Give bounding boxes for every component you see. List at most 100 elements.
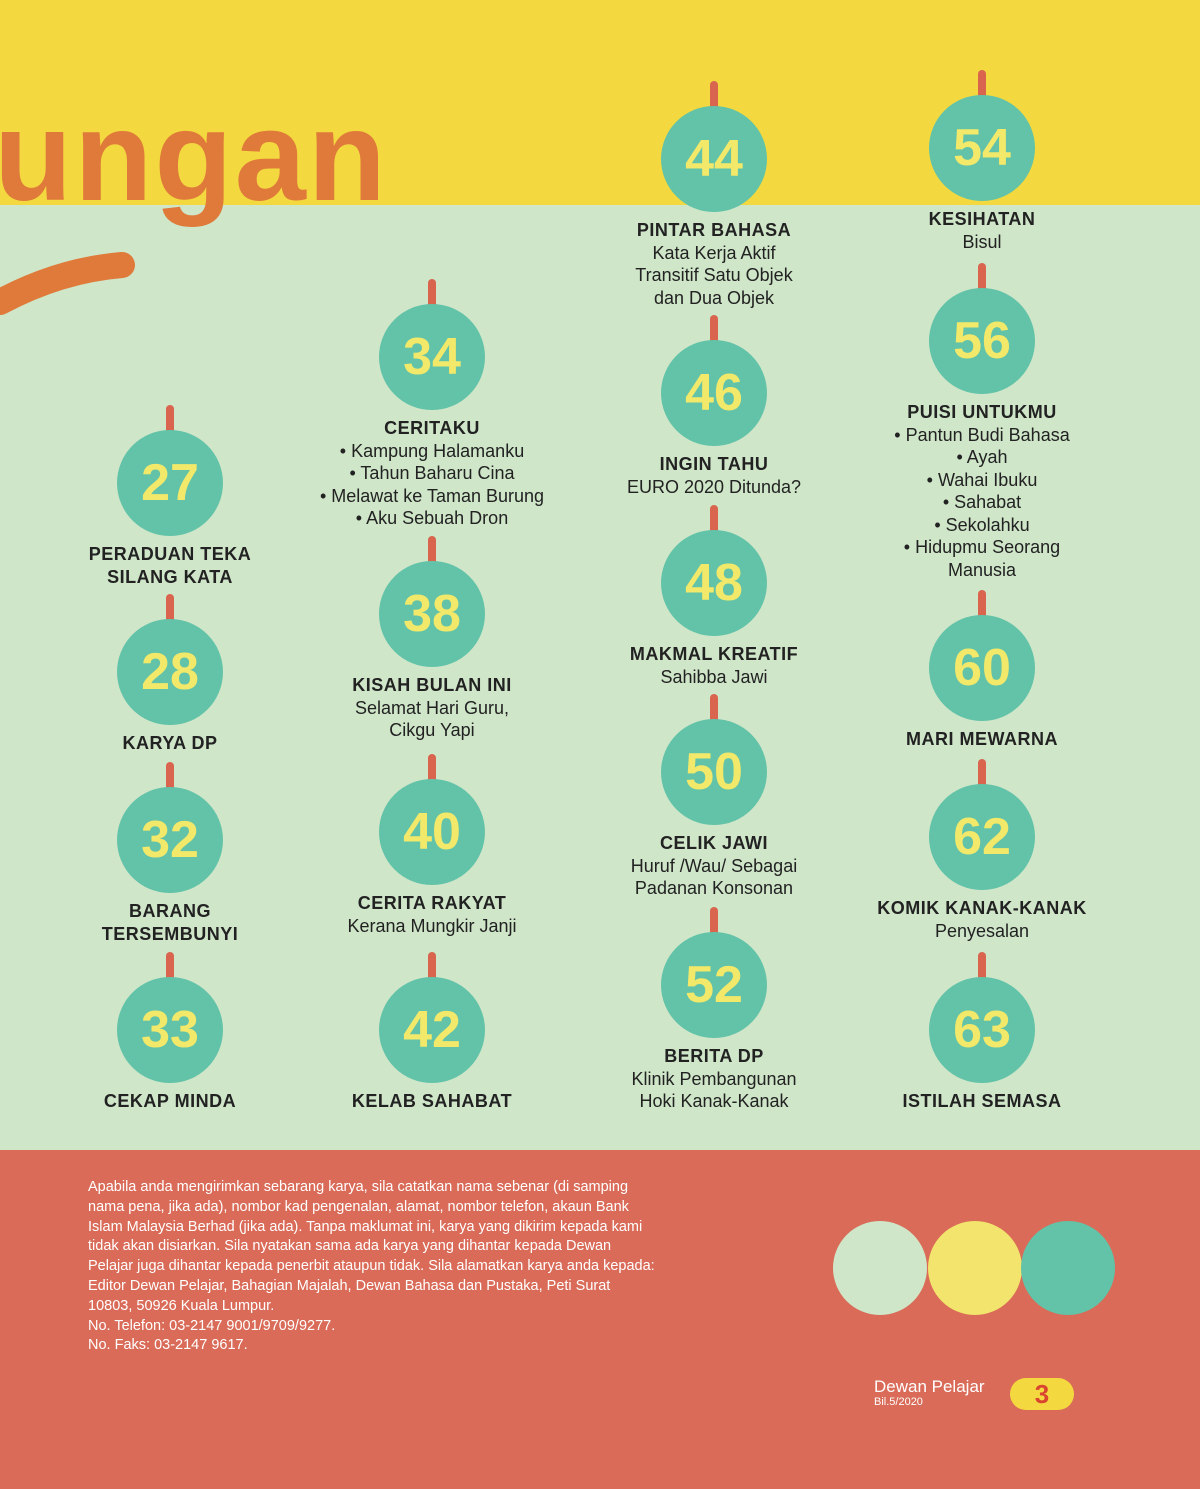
hanger <box>428 536 436 576</box>
entry-title: TERSEMBUNYI <box>101 923 239 944</box>
entry-line: Kerana Mungkir Janji <box>347 915 517 936</box>
hanger <box>978 263 986 303</box>
hanger <box>710 505 718 545</box>
hanger <box>166 405 174 445</box>
entry-line: • Kampung Halamanku <box>339 440 525 461</box>
entry-title: CERITA RAKYAT <box>357 893 507 913</box>
entry-line: Huruf /Wau/ Sebagai <box>630 855 798 876</box>
page-number: 3 <box>1010 1378 1074 1410</box>
entry-title: ISTILAH SEMASA <box>902 1091 1062 1111</box>
notice-line: No. Faks: 03-2147 9617. <box>88 1337 248 1354</box>
entry-line: Transitif Satu Objek <box>635 265 793 285</box>
entry-line: dan Dua Objek <box>653 287 775 308</box>
page-badge: 38 <box>379 561 485 667</box>
page-badge: 62 <box>929 784 1035 890</box>
page-badge: 42 <box>379 977 485 1083</box>
page-badge: 40 <box>379 779 485 885</box>
entry-title: CELIK JAWI <box>659 833 768 853</box>
entry-line: Padanan Konsonan <box>634 878 794 898</box>
hanger <box>978 952 986 992</box>
notice-line: Apabila anda mengirimkan sebarang karya,… <box>88 1179 629 1195</box>
page-badge: 33 <box>117 977 223 1083</box>
page-badge: 56 <box>929 288 1035 394</box>
hanger <box>428 279 436 319</box>
page-badge: 63 <box>929 977 1035 1083</box>
notice-line: Pelajar juga dihantar kepada penerbit at… <box>88 1258 655 1275</box>
entry-line: • Hidupmu Seorang <box>903 537 1061 557</box>
magazine-name: Dewan Pelajar <box>874 1377 985 1396</box>
entry-line: • Sekolahku <box>934 514 1030 535</box>
entry-line: • Pantun Budi Bahasa <box>894 424 1070 445</box>
footer-band <box>0 1150 1200 1489</box>
deco-circle <box>1021 1221 1115 1315</box>
page-badge: 32 <box>117 787 223 893</box>
entry-line: • Ayah <box>956 447 1008 467</box>
header-title: ungan <box>0 85 388 228</box>
entry-line: Selamat Hari Guru, <box>354 697 510 718</box>
notice-line: nama pena, jika ada), nombor kad pengena… <box>88 1198 629 1215</box>
entry-title: KESIHATAN <box>928 209 1036 229</box>
smile <box>0 252 135 315</box>
hanger <box>428 754 436 794</box>
page-badge: 52 <box>661 932 767 1038</box>
entry-title: INGIN TAHU <box>659 454 769 474</box>
entry-title: CERITAKU <box>384 418 480 438</box>
hanger <box>166 952 174 992</box>
entry-line: Sahibba Jawi <box>660 666 768 687</box>
entry-title: BERITA DP <box>664 1046 764 1066</box>
entry-line: Cikgu Yapi <box>389 720 475 740</box>
page-badge: 44 <box>661 106 767 212</box>
entry-line: • Wahai Ibuku <box>926 469 1038 490</box>
entry-title: PINTAR BAHASA <box>636 220 792 240</box>
hanger <box>428 952 436 992</box>
entry-title: SILANG KATA <box>107 566 233 587</box>
entry-line: Hoki Kanak-Kanak <box>639 1091 789 1111</box>
entry-line: • Aku Sebuah Dron <box>355 508 509 528</box>
entry-line: • Tahun Baharu Cina <box>349 463 515 483</box>
entry-title: KARYA DP <box>122 733 218 753</box>
hanger <box>710 315 718 355</box>
deco-circle <box>928 1221 1022 1315</box>
notice-line: tidak akan disiarkan. Sila nyatakan sama… <box>88 1238 612 1255</box>
hanger <box>978 759 986 799</box>
notice-line: Islam Malaysia Berhad (jika ada). Tanpa … <box>88 1218 643 1235</box>
entry-line: Kata Kerja Aktif <box>652 242 776 263</box>
hanger <box>710 694 718 734</box>
notice-line: 10803, 50926 Kuala Lumpur. <box>88 1297 275 1314</box>
page-badge: 28 <box>117 619 223 725</box>
entry-line: Klinik Pembangunan <box>631 1068 797 1089</box>
hanger <box>166 762 174 802</box>
entry-title: KELAB SAHABAT <box>351 1091 513 1111</box>
entry-title: PERADUAN TEKA <box>88 544 252 564</box>
page-badge: 54 <box>929 95 1035 201</box>
notice-line: Editor Dewan Pelajar, Bahagian Majalah, … <box>88 1278 611 1294</box>
entry-line: Penyesalan <box>934 920 1030 941</box>
page-badge: 34 <box>379 304 485 410</box>
entry-title: PUISI UNTUKMU <box>907 402 1057 422</box>
deco-circle <box>833 1221 927 1315</box>
entry-line: EURO 2020 Ditunda? <box>626 476 802 497</box>
entry-title: KISAH BULAN INI <box>352 675 512 695</box>
page-badge: 50 <box>661 719 767 825</box>
page-badge: 48 <box>661 530 767 636</box>
issue: Bil.5/2020 <box>874 1396 923 1408</box>
entry-line: • Sahabat <box>942 492 1022 512</box>
hanger <box>978 590 986 630</box>
hanger <box>978 70 986 110</box>
notice-line: No. Telefon: 03-2147 9001/9709/9277. <box>88 1317 336 1334</box>
page-badge: 46 <box>661 340 767 446</box>
page-badge: 27 <box>117 430 223 536</box>
entry-line: • Melawat ke Taman Burung <box>319 485 545 506</box>
page-badge: 60 <box>929 615 1035 721</box>
entry-line: Manusia <box>947 559 1017 580</box>
hanger <box>710 907 718 947</box>
entry-title: BARANG <box>129 901 211 921</box>
hanger <box>166 594 174 634</box>
entry-title: MARI MEWARNA <box>906 729 1058 749</box>
entry-title: CEKAP MINDA <box>103 1091 237 1111</box>
entry-title: MAKMAL KREATIF <box>629 644 799 664</box>
entry-line: Bisul <box>962 231 1002 252</box>
hanger <box>710 81 718 121</box>
entry-title: KOMIK KANAK-KANAK <box>877 898 1087 918</box>
